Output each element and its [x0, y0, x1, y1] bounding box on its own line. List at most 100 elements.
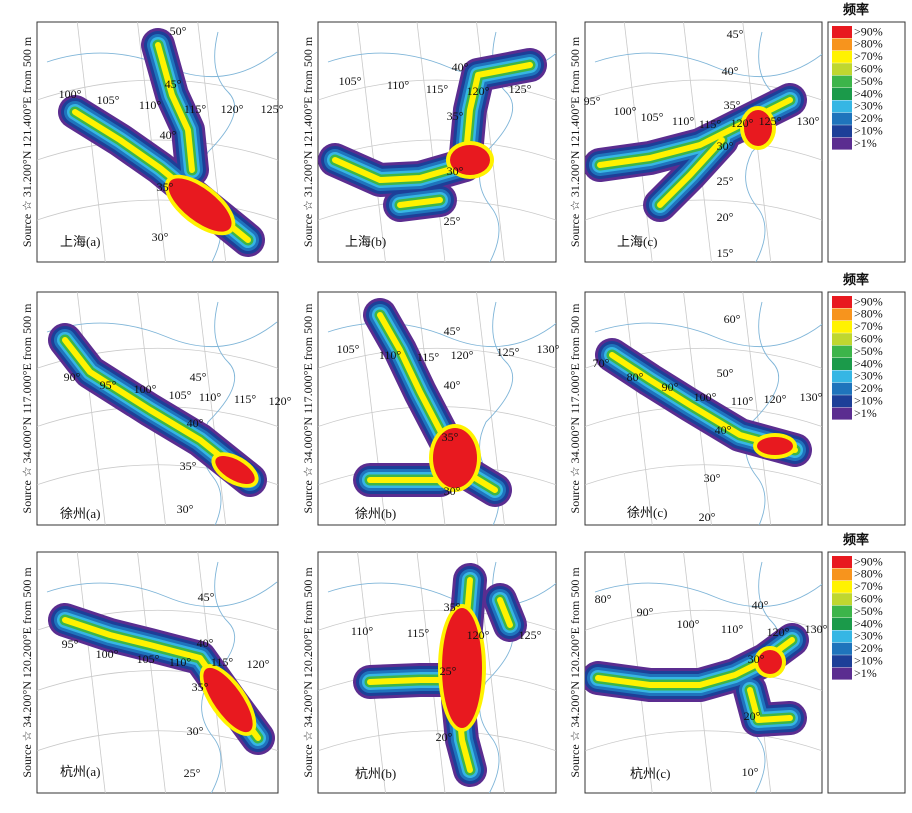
degree-label: 105°	[97, 93, 120, 107]
degree-label: 110°	[139, 98, 162, 112]
legend-label: >1%	[854, 406, 877, 420]
legend: 频率 >90%>80%>70%>60%>50%>40%>30%>20%>10%>1…	[827, 272, 906, 526]
legend-label: >70%	[854, 49, 883, 63]
graticule	[623, 22, 653, 262]
degree-label: 40°	[187, 416, 204, 430]
degree-label: 110°	[731, 394, 754, 408]
degree-label: 125°	[759, 114, 782, 128]
degree-label: 120°	[731, 116, 754, 130]
degree-label: 130°	[797, 114, 820, 128]
legend-swatch	[832, 320, 852, 333]
degree-label: 120°	[467, 628, 490, 642]
legend: 频率 >90%>80%>70%>60%>50%>40%>30%>20%>10%>1…	[827, 532, 906, 794]
graticule	[137, 552, 166, 793]
legend-label: >70%	[854, 579, 883, 593]
degree-label: 105°	[137, 652, 160, 666]
legend-swatch	[832, 407, 852, 420]
degree-label: 115°	[407, 626, 430, 640]
legend-label: >80%	[854, 307, 883, 321]
graticule	[37, 670, 278, 691]
degree-label: 30°	[187, 724, 204, 738]
panel-label: 徐州(b)	[355, 506, 396, 521]
degree-label: 40°	[752, 598, 769, 612]
legend-label: >50%	[854, 604, 883, 618]
map-panel: 45° 40° 95° 100° 105° 110° 115° 120° 125° 130° 35°…	[584, 21, 823, 263]
source-label: Source ☆ 34.200°N 120.200°E from 500 m	[301, 567, 315, 778]
legend-label: >30%	[854, 99, 883, 113]
frequency-band	[657, 137, 725, 208]
panel-frame	[36, 551, 279, 794]
coastline	[201, 301, 236, 525]
degree-label: 40°	[160, 128, 177, 142]
map-panel: 80° 90° 100° 110° 40° 120° 130° 30° 20° 10° 杭州(c)	[584, 551, 828, 794]
degree-label: 20°	[717, 210, 734, 224]
legend-label: >50%	[854, 344, 883, 358]
legend-swatch	[832, 370, 852, 383]
degree-label: 115°	[417, 350, 440, 364]
map-content	[37, 552, 278, 793]
map-panel: 35° 110° 115° 120° 125° 25° 20° 杭州(b)	[317, 551, 557, 794]
panel-label: 杭州(b)	[355, 766, 396, 781]
frequency-band	[397, 197, 443, 208]
degree-label: 120°	[764, 392, 787, 406]
graticule	[318, 347, 556, 369]
legend-swatch	[832, 100, 852, 113]
degree-label: 30°	[177, 502, 194, 516]
degree-label: 30°	[447, 164, 464, 178]
frequency-band	[332, 157, 468, 183]
legend-swatch	[832, 358, 852, 370]
legend-label: >1%	[854, 666, 877, 680]
source-label: Source ☆ 31.200°N 121.400°E from 500 m	[568, 36, 582, 247]
legend-swatch	[832, 137, 852, 150]
legend-label: >40%	[854, 356, 883, 370]
degree-label: 80°	[595, 592, 612, 606]
degree-label: 30°	[748, 652, 765, 666]
degree-label: 60°	[724, 312, 741, 326]
legend-label: >80%	[854, 567, 883, 581]
graticule	[585, 199, 822, 221]
map-content	[585, 552, 822, 793]
legend-label: >30%	[854, 369, 883, 383]
degree-label: 35°	[180, 459, 197, 473]
source-label: Source ☆ 34.200°N 120.200°E from 500 m	[568, 567, 582, 778]
legend-swatch	[832, 593, 852, 606]
degree-label: 105°	[337, 342, 360, 356]
degree-label: 115°	[699, 117, 722, 131]
degree-label: 100°	[614, 104, 637, 118]
map-content	[585, 22, 822, 262]
map-panel: 50° 45° 100° 105° 110° 115° 120° 125° 40° 35° 30° 上…	[36, 21, 284, 263]
degree-label: 105°	[339, 74, 362, 88]
legend-swatch	[832, 112, 852, 125]
border	[594, 52, 822, 77]
degree-label: 120°	[247, 657, 270, 671]
degree-label: 95°	[584, 94, 601, 108]
legend-swatch	[832, 333, 852, 346]
degree-label: 110°	[199, 390, 222, 404]
degree-label: 35°	[192, 680, 209, 694]
degree-label: 35°	[447, 109, 464, 123]
map-panel: 60° 70° 80° 90° 50°100° 110° 120° 130° 40° 30° 20°…	[584, 291, 823, 526]
degree-label: 35°	[442, 430, 459, 444]
frequency-band	[462, 62, 533, 168]
legend-swatch	[832, 50, 852, 63]
degree-label: 105°	[641, 110, 664, 124]
graticule	[76, 292, 106, 525]
degree-label: 20°	[699, 510, 716, 524]
frequency-core	[168, 178, 232, 232]
degree-label: 30°	[152, 230, 169, 244]
legend-label: >80%	[854, 37, 883, 51]
legend-swatch	[832, 618, 852, 630]
graticule	[76, 552, 106, 793]
degree-label: 110°	[379, 348, 402, 362]
border	[594, 322, 822, 347]
map-content	[37, 292, 278, 525]
degree-label: 115°	[184, 102, 207, 116]
frequency-core	[203, 667, 253, 733]
degree-label: 95°	[100, 378, 117, 392]
legend-swatch	[832, 580, 852, 593]
panel-label: 杭州(a)	[60, 764, 100, 779]
legend-label: >10%	[854, 123, 883, 137]
degree-label: 15°	[717, 246, 734, 260]
degree-label: 25°	[184, 766, 201, 780]
legend-title: 频率	[843, 272, 869, 287]
